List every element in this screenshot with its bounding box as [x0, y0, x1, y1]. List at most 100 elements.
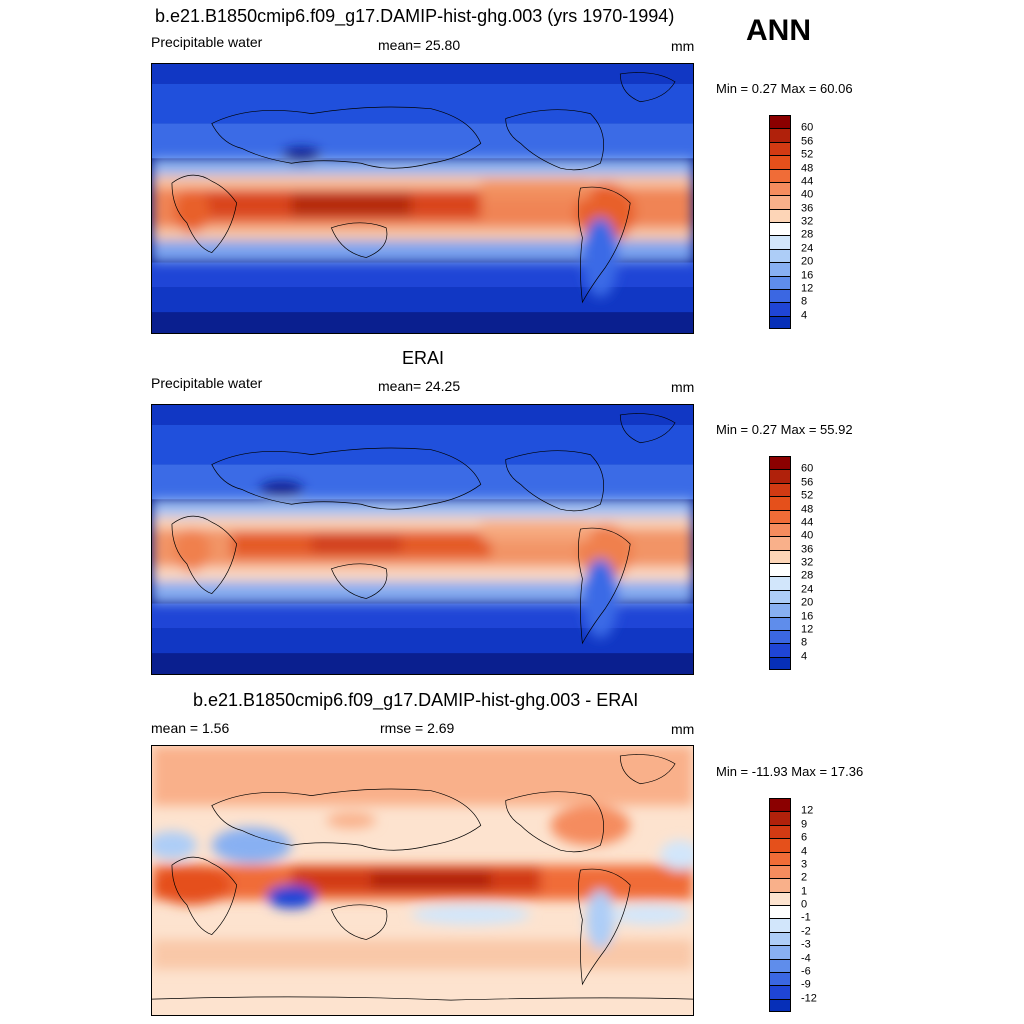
- panel-2-variable-label: Precipitable water: [151, 375, 263, 391]
- panel-3-minmax: Min = -11.93 Max = 17.36: [716, 764, 864, 779]
- colorbar-swatch: [769, 643, 791, 658]
- colorbar-tick-label: 9: [801, 818, 808, 831]
- panel-2-map: [151, 404, 694, 675]
- colorbar-swatch: [769, 482, 791, 497]
- colorbar-swatch: [769, 824, 791, 839]
- colorbar-swatch: [769, 629, 791, 644]
- colorbar-swatch: [769, 905, 791, 919]
- colorbar-swatch: [769, 576, 791, 591]
- colorbar-swatch: [769, 195, 791, 210]
- colorbar-swatch: [769, 128, 791, 143]
- colorbar-tick-label: 36: [801, 202, 814, 215]
- colorbar-swatch: [769, 864, 791, 879]
- colorbar-tick-label: 12: [801, 804, 814, 817]
- panel-3-title: b.e21.B1850cmip6.f09_g17.DAMIP-hist-ghg.…: [193, 690, 639, 710]
- colorbar-swatch: [769, 878, 791, 893]
- colorbar-tick-label: -3: [801, 938, 811, 951]
- colorbar-swatch: [769, 945, 791, 959]
- colorbar-swatch: [769, 851, 791, 866]
- colorbar-swatch: [769, 931, 791, 946]
- panel-1-colorbar: 60 56 52 48 44 40 36 32 28 24 20 16 12 8 4: [769, 115, 813, 329]
- colorbar-tick-label: -6: [801, 965, 811, 978]
- colorbar-tick-label: 36: [801, 543, 814, 556]
- panel-2-mean-label: mean= 24.25: [378, 378, 461, 394]
- colorbar-tick-label: 20: [801, 596, 814, 609]
- colorbar-tick-label: 1: [801, 885, 808, 898]
- colorbar-swatch: [769, 496, 791, 510]
- colorbar-tick-label: 0: [801, 898, 808, 911]
- colorbar-swatch: [769, 235, 791, 250]
- colorbar-swatch: [769, 168, 791, 183]
- colorbar-tick-label: 48: [801, 503, 814, 515]
- colorbar-tick-label: 24: [801, 242, 814, 255]
- colorbar-swatch: [769, 891, 791, 906]
- colorbar-swatch: [769, 656, 791, 670]
- colorbar-swatch: [769, 589, 791, 604]
- colorbar-tick-label: 56: [801, 135, 814, 148]
- panel-3-units-label: mm: [671, 721, 695, 737]
- panel-1-units-label: mm: [671, 38, 695, 54]
- colorbar-tick-label: 28: [801, 228, 814, 241]
- colorbar-tick-label: 12: [801, 282, 814, 295]
- panel-2-minmax: Min = 0.27 Max = 55.92: [716, 422, 853, 437]
- panel-3-map: [151, 745, 694, 1016]
- colorbar-swatch: [769, 288, 791, 303]
- colorbar-tick-label: 60: [801, 462, 814, 475]
- colorbar-swatch: [769, 262, 791, 276]
- colorbar-tick-label: 8: [801, 636, 808, 649]
- colorbar-tick-label: -9: [801, 978, 811, 991]
- colorbar-tick-label: 60: [801, 121, 814, 134]
- colorbar-swatch: [769, 616, 791, 631]
- colorbar-swatch: [769, 315, 791, 329]
- colorbar-swatch: [769, 998, 791, 1012]
- colorbar-tick-label: 40: [801, 188, 814, 201]
- colorbar-tick-label: 6: [801, 831, 808, 844]
- panel-2-units-label: mm: [671, 379, 695, 395]
- panel-1-map: [151, 63, 694, 334]
- colorbar-swatch: [769, 115, 791, 129]
- colorbar-tick-label: 56: [801, 476, 814, 489]
- colorbar-swatch: [769, 248, 791, 263]
- colorbar-swatch: [769, 971, 791, 986]
- colorbar-swatch: [769, 798, 791, 812]
- colorbar-tick-label: 4: [801, 650, 808, 663]
- colorbar-swatch: [769, 811, 791, 826]
- season-label: ANN: [746, 14, 811, 47]
- panel-3-mean-label: mean = 1.56: [151, 720, 230, 736]
- colorbar-tick-label: -4: [801, 952, 811, 964]
- colorbar-tick-label: 24: [801, 583, 814, 596]
- colorbar-swatch: [769, 509, 791, 524]
- panel-1-mean-label: mean= 25.80: [378, 37, 461, 53]
- colorbar-tick-label: 28: [801, 569, 814, 582]
- panel-3-rmse-label: rmse = 2.69: [380, 720, 455, 736]
- colorbar-swatch: [769, 155, 791, 169]
- colorbar-swatch: [769, 208, 791, 223]
- colorbar-tick-label: 4: [801, 845, 808, 857]
- colorbar-tick-label: -1: [801, 911, 811, 924]
- colorbar-swatch: [769, 549, 791, 564]
- colorbar-swatch: [769, 918, 791, 933]
- colorbar-tick-label: 12: [801, 623, 814, 636]
- colorbar-tick-label: 32: [801, 556, 814, 569]
- colorbar-swatch: [769, 603, 791, 617]
- panel-1-variable-label: Precipitable water: [151, 34, 263, 50]
- colorbar-tick-label: 44: [801, 516, 814, 529]
- colorbar-swatch: [769, 302, 791, 317]
- colorbar-swatch: [769, 275, 791, 290]
- colorbar-tick-label: 16: [801, 269, 814, 281]
- colorbar-tick-label: 48: [801, 162, 814, 174]
- colorbar-swatch: [769, 958, 791, 973]
- colorbar-swatch: [769, 563, 791, 577]
- colorbar-swatch: [769, 838, 791, 852]
- colorbar-swatch: [769, 985, 791, 1000]
- colorbar-swatch: [769, 141, 791, 156]
- colorbar-tick-label: -2: [801, 925, 811, 938]
- colorbar-swatch: [769, 222, 791, 236]
- colorbar-tick-label: 52: [801, 489, 814, 502]
- colorbar-tick-label: 52: [801, 148, 814, 161]
- colorbar-swatch: [769, 181, 791, 196]
- colorbar-tick-label: 20: [801, 255, 814, 268]
- colorbar-tick-label: 44: [801, 175, 814, 188]
- colorbar-tick-label: 16: [801, 610, 814, 622]
- panel-1-title: b.e21.B1850cmip6.f09_g17.DAMIP-hist-ghg.…: [155, 6, 675, 26]
